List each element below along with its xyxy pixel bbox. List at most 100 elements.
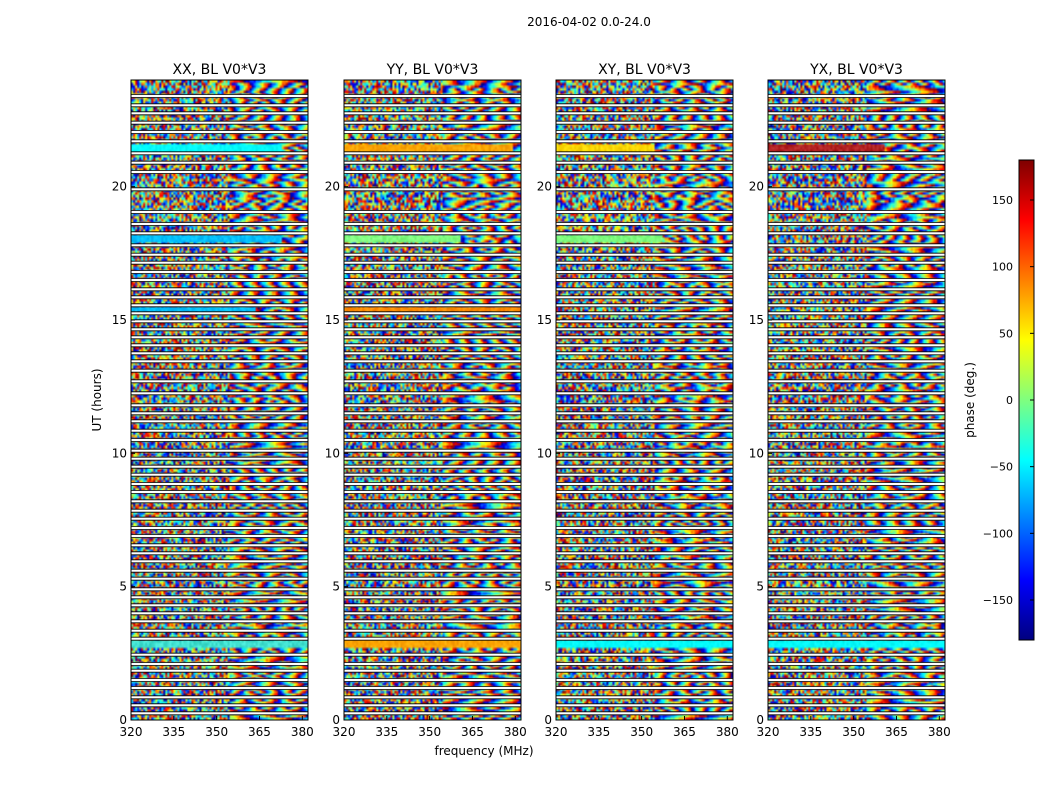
y-tick-label: 20	[325, 180, 340, 194]
data-gap	[556, 359, 733, 363]
data-gap	[556, 295, 733, 299]
data-gap	[131, 509, 308, 513]
data-gap	[344, 319, 521, 323]
data-gap	[556, 629, 733, 633]
data-gap	[768, 595, 945, 599]
data-gap	[768, 351, 945, 355]
data-gap	[131, 703, 308, 707]
data-gap	[768, 270, 945, 274]
data-gap	[768, 319, 945, 323]
data-gap	[556, 94, 733, 98]
data-gap	[131, 121, 308, 125]
data-gap	[556, 369, 733, 373]
data-gap	[768, 94, 945, 98]
x-tick-label: 380	[716, 725, 739, 739]
data-gap	[556, 403, 733, 407]
panel-1: XX, BL V0*V3 320 335 350 365 380 0 5 10 15 20	[112, 62, 314, 739]
data-gap	[131, 369, 308, 373]
axes-frame	[343, 79, 522, 721]
panel-title: XY, BL V0*V3	[598, 62, 691, 78]
data-gap	[768, 359, 945, 363]
data-gap	[131, 587, 308, 591]
x-axis-label: frequency (MHz)	[434, 744, 533, 758]
data-gap	[131, 222, 308, 226]
data-gap	[768, 335, 945, 339]
data-gap	[768, 438, 945, 442]
data-gap	[556, 335, 733, 339]
data-gap	[131, 534, 308, 538]
data-gap	[344, 457, 521, 461]
data-gap	[131, 391, 308, 395]
data-gap	[131, 94, 308, 98]
data-gap	[344, 509, 521, 513]
data-gap	[556, 261, 733, 265]
data-gap	[768, 139, 945, 143]
data-gap	[344, 517, 521, 521]
data-gap	[556, 703, 733, 707]
data-gap	[344, 121, 521, 125]
heatmap-image	[344, 80, 521, 720]
colorbar: 150 100 50 0 −50 −100 −150 phase (deg.)	[963, 159, 1035, 641]
x-tick-label: 365	[461, 725, 484, 739]
data-gap	[344, 438, 521, 442]
data-gap	[556, 611, 733, 615]
data-gap	[344, 261, 521, 265]
data-gap	[768, 111, 945, 115]
data-gap	[131, 465, 308, 469]
data-gap	[556, 103, 733, 107]
data-gap	[131, 669, 308, 673]
data-gap	[344, 335, 521, 339]
data-gap	[556, 419, 733, 423]
data-gap	[556, 343, 733, 347]
data-gap	[768, 703, 945, 707]
y-tick-label: 5	[544, 580, 552, 594]
data-gap	[344, 449, 521, 453]
data-gap	[131, 319, 308, 323]
y-tick-label: 0	[332, 713, 340, 727]
data-gap	[344, 569, 521, 573]
data-gap	[556, 278, 733, 282]
x-tick-label: 350	[205, 725, 228, 739]
data-gap	[556, 243, 733, 247]
x-tick-label: 350	[630, 725, 653, 739]
data-gap	[344, 343, 521, 347]
colorbar-label: phase (deg.)	[963, 362, 977, 438]
y-tick-label: 10	[112, 446, 127, 460]
data-gap	[131, 603, 308, 607]
data-gap	[344, 111, 521, 115]
colorbar-tick-label: 0	[1006, 394, 1013, 407]
data-gap	[556, 569, 733, 573]
data-gap	[131, 473, 308, 477]
data-gap	[344, 465, 521, 469]
data-gap	[344, 587, 521, 591]
data-gap	[556, 686, 733, 690]
data-gap	[131, 551, 308, 555]
colorbar-tick-label: −50	[990, 461, 1013, 474]
data-gap	[344, 278, 521, 282]
data-gap	[131, 231, 308, 235]
panel-4: YX, BL V0*V3 320 335 350 365 380 0 5 10 15 20	[749, 62, 951, 739]
data-gap	[768, 637, 945, 641]
data-gap	[131, 359, 308, 363]
data-gap	[768, 243, 945, 247]
data-gap	[556, 619, 733, 623]
data-gap	[556, 231, 733, 235]
data-gap	[344, 669, 521, 673]
data-gap	[131, 261, 308, 265]
data-gap	[344, 411, 521, 415]
data-gap	[768, 695, 945, 699]
data-gap	[344, 543, 521, 547]
data-gap	[344, 429, 521, 433]
data-gap	[556, 534, 733, 538]
data-gap	[556, 319, 733, 323]
data-gap	[768, 369, 945, 373]
data-gap	[556, 170, 733, 174]
data-gap	[556, 411, 733, 415]
y-axis-label: UT (hours)	[90, 368, 104, 431]
data-gap	[344, 653, 521, 657]
data-gap	[556, 210, 733, 214]
data-gap	[556, 379, 733, 383]
data-gap	[556, 287, 733, 291]
data-gap	[131, 243, 308, 247]
data-gap	[344, 577, 521, 581]
